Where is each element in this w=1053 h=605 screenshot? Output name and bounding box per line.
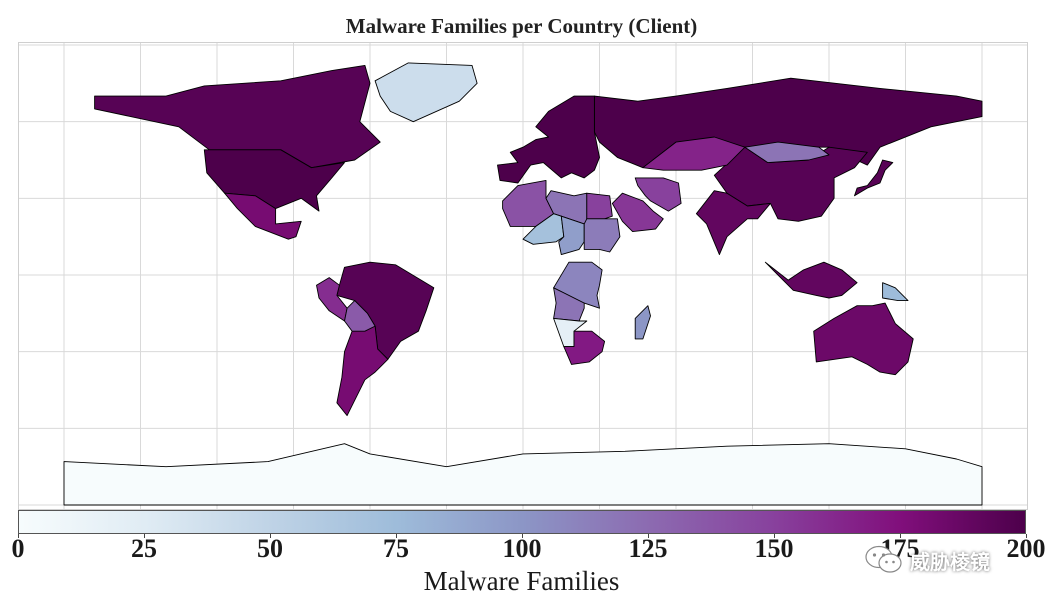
region-greenland: [374, 62, 478, 123]
colorbar-tick: [18, 534, 19, 538]
watermark-text: 威胁棱镜: [910, 549, 990, 574]
region-kazakhstan: [642, 136, 746, 171]
colorbar-tick-label: 25: [131, 534, 157, 563]
colorbar-tick-label: 125: [628, 534, 668, 563]
region-antarctica: [63, 443, 983, 506]
region-madagascar: [634, 305, 651, 340]
region-western-europe: [497, 95, 600, 184]
map-regions: [63, 62, 983, 506]
colorbar-tick-label: 50: [257, 534, 283, 563]
watermark: 威胁棱镜: [864, 542, 990, 578]
region-india: [695, 190, 771, 256]
colorbar-tick: [774, 534, 775, 538]
colorbar-tick-label: 100: [502, 534, 542, 563]
colorbar-tick: [396, 534, 397, 538]
colorbar-tick-label: 150: [754, 534, 794, 563]
region-mongolia: [744, 141, 830, 164]
region-bolivia: [344, 300, 376, 332]
colorbar-tick: [1026, 534, 1027, 538]
region-south-africa: [563, 330, 606, 365]
region-mexico: [224, 192, 302, 240]
region-indonesia: [764, 261, 858, 299]
colorbar-tick-label: 75: [383, 534, 409, 563]
colorbar-tick: [522, 534, 523, 538]
colorbar-tick: [648, 534, 649, 538]
colorbar: [18, 510, 1026, 534]
world-map: [18, 42, 1028, 510]
region-papua-new-guinea: [882, 282, 909, 302]
colorbar-tick-label: 0: [11, 534, 25, 563]
map-title: Malware Families per Country (Client): [345, 14, 698, 38]
colorbar-tick: [900, 534, 901, 538]
region-iran: [634, 177, 682, 212]
colorbar-tick-label: 200: [1006, 534, 1046, 563]
colorbar-tick: [144, 534, 145, 538]
region-australia: [813, 302, 914, 376]
region-argentina: [336, 325, 389, 417]
region-sudan: [583, 218, 621, 253]
map-canvas: [19, 43, 1027, 509]
wechat-icon: [865, 545, 902, 573]
colorbar-tick: [270, 534, 271, 538]
colorbar-label: Malware Families: [423, 566, 620, 596]
region-egypt: [586, 192, 613, 220]
region-angola: [553, 287, 585, 322]
region-canada: [94, 64, 381, 169]
region-japan: [854, 159, 894, 197]
region-saudi-arabia: [611, 192, 664, 233]
region-russia: [593, 77, 983, 169]
